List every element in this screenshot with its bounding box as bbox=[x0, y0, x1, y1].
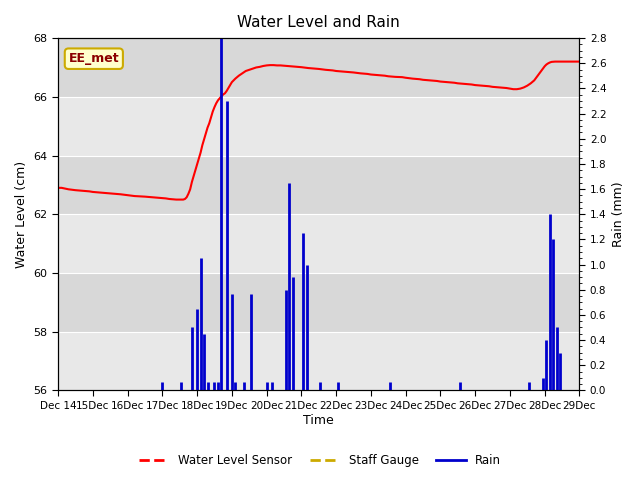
Y-axis label: Rain (mm): Rain (mm) bbox=[612, 181, 625, 247]
Legend: Water Level Sensor, Staff Gauge, Rain: Water Level Sensor, Staff Gauge, Rain bbox=[134, 449, 506, 472]
Title: Water Level and Rain: Water Level and Rain bbox=[237, 15, 400, 30]
Bar bbox=[58, 214, 579, 273]
Bar bbox=[58, 332, 579, 390]
Bar bbox=[58, 273, 579, 332]
Y-axis label: Water Level (cm): Water Level (cm) bbox=[15, 161, 28, 268]
X-axis label: Time: Time bbox=[303, 414, 334, 427]
Text: EE_met: EE_met bbox=[68, 52, 119, 65]
Bar bbox=[58, 156, 579, 214]
Bar bbox=[58, 97, 579, 156]
Bar bbox=[58, 38, 579, 97]
